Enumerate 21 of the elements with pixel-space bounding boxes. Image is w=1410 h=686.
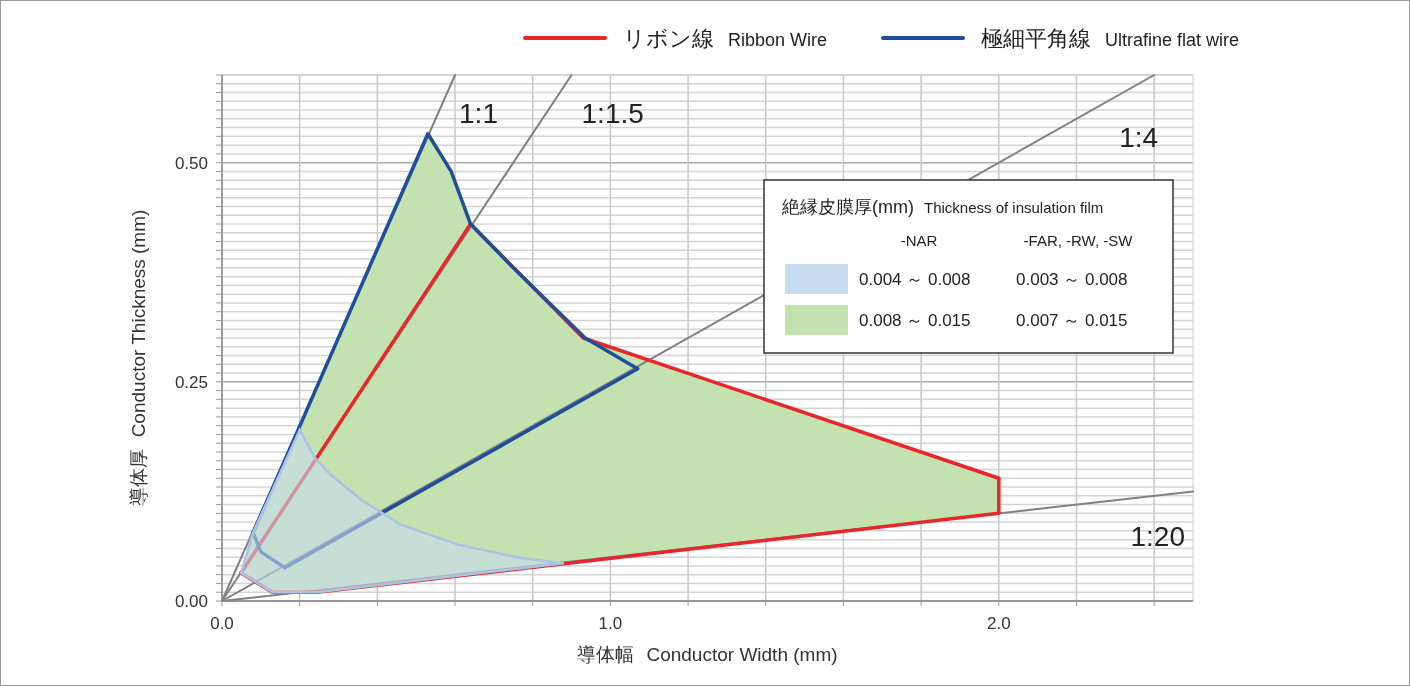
series-label: 1:1.5 — [581, 98, 644, 129]
y-axis-title: 導体厚 Conductor Thickness (mm) — [128, 209, 149, 507]
y-tick-label: 0.00 — [174, 591, 208, 611]
series-label: 1:1 — [459, 98, 498, 129]
y-tick-label: 0.50 — [174, 153, 208, 173]
y-tick-label: 0.25 — [174, 372, 208, 392]
x-tick-label: 1.0 — [598, 614, 623, 633]
annotation: -NAR — [900, 232, 938, 249]
legend-label: 0.008 ～ 0.015 — [859, 311, 971, 330]
legend-label: 極細平角線 Ultrafine flat wire — [981, 26, 1240, 51]
x-tick-label: 2.0 — [986, 614, 1011, 633]
annotation: -FAR, -RW, -SW — [1023, 232, 1134, 249]
series-label: 1:4 — [1119, 122, 1159, 153]
legend-label: 0.004 ～ 0.008 — [859, 270, 971, 289]
x-tick-label: 0.0 — [210, 614, 234, 633]
x-axis-title: 導体幅 Conductor Width (mm) — [577, 644, 838, 665]
annotation: 0.003 ～ 0.008 — [1016, 270, 1128, 289]
series-label: 1:20 — [1130, 521, 1185, 553]
legend-title: 絶縁皮膜厚(mm) Thickness of insulation film — [781, 197, 1104, 217]
annotation: 0.007 ～ 0.015 — [1016, 311, 1128, 330]
legend-label: リボン線 Ribbon Wire — [623, 26, 828, 51]
